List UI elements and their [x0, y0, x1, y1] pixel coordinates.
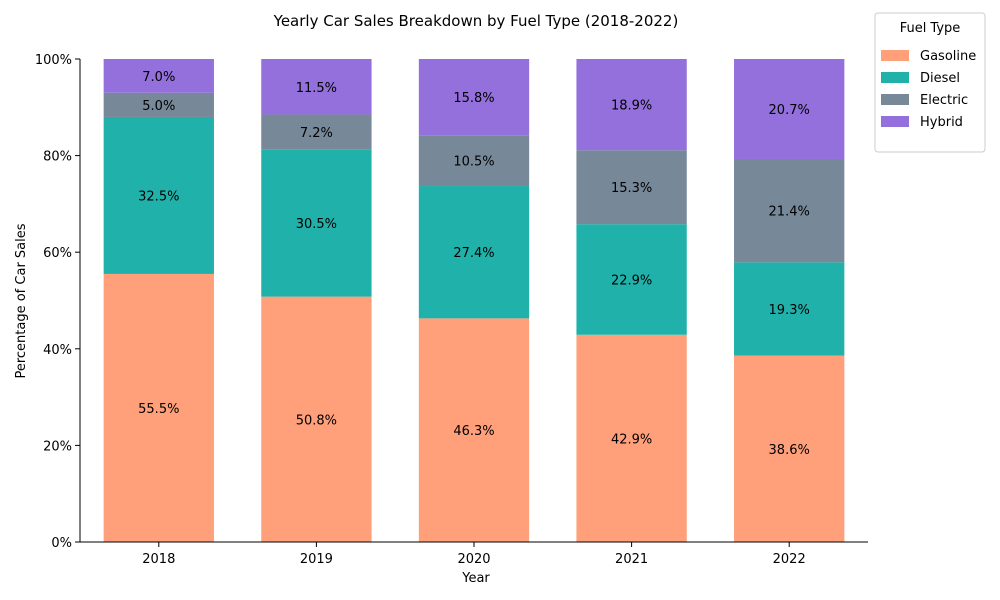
x-axis-label: Year — [461, 571, 490, 586]
legend-swatch-hybrid — [881, 116, 909, 127]
data-label-diesel-2021: 22.9% — [611, 273, 652, 288]
y-tick-label: 0% — [51, 536, 72, 551]
data-label-gasoline-2020: 46.3% — [453, 424, 494, 439]
bar-electric-2022 — [734, 158, 845, 263]
bar-hybrid-2021 — [576, 59, 687, 151]
legend-title: Fuel Type — [900, 21, 961, 36]
y-axis-label: Percentage of Car Sales — [14, 223, 29, 378]
y-tick-label: 100% — [35, 53, 72, 68]
x-tick-label: 2018 — [142, 552, 175, 567]
legend-swatch-diesel — [881, 72, 909, 83]
bar-diesel-2018 — [103, 116, 214, 274]
bar-hybrid-2018 — [103, 59, 214, 93]
data-label-electric-2020: 10.5% — [453, 155, 494, 170]
bar-hybrid-2022 — [734, 59, 845, 159]
y-tick-label: 20% — [43, 439, 72, 454]
legend-swatch-gasoline — [881, 50, 909, 61]
data-label-diesel-2020: 27.4% — [453, 246, 494, 261]
bar-gasoline-2018 — [103, 273, 214, 542]
bar-diesel-2019 — [261, 149, 372, 297]
data-label-electric-2022: 21.4% — [769, 205, 810, 220]
y-tick-label: 80% — [43, 150, 72, 165]
bar-diesel-2020 — [418, 186, 530, 319]
data-label-electric-2019: 7.2% — [300, 126, 333, 141]
legend-label-diesel: Diesel — [920, 71, 960, 86]
data-label-hybrid-2020: 15.8% — [453, 91, 494, 106]
data-label-gasoline-2021: 42.9% — [611, 432, 652, 447]
x-tick-label: 2022 — [773, 552, 806, 567]
y-tick-label: 60% — [43, 246, 72, 261]
legend-label-gasoline: Gasoline — [920, 49, 976, 64]
data-label-electric-2018: 5.0% — [142, 99, 175, 114]
legend-label-electric: Electric — [920, 93, 968, 108]
data-label-hybrid-2021: 18.9% — [611, 99, 652, 114]
data-label-diesel-2018: 32.5% — [138, 189, 179, 204]
bar-gasoline-2021 — [576, 334, 687, 542]
axes-group: 0% 20% 40% 60% 80% 100% 2018 2019 2020 2021 2022 — [35, 53, 868, 567]
legend-swatch-electric — [881, 94, 909, 105]
data-label-electric-2021: 15.3% — [611, 181, 652, 196]
x-tick-label: 2020 — [457, 552, 490, 567]
data-label-hybrid-2019: 11.5% — [296, 81, 337, 96]
bar-labels-group: 55.5% 32.5% 5.0% 7.0% 50.8% 30.5% 7.2% 11.5% 46.… — [138, 70, 810, 458]
data-label-hybrid-2022: 20.7% — [769, 103, 810, 118]
bar-gasoline-2020 — [418, 318, 530, 542]
x-tick-label: 2019 — [300, 552, 333, 567]
bar-electric-2019 — [261, 114, 372, 150]
data-label-gasoline-2019: 50.8% — [296, 413, 337, 428]
data-label-gasoline-2018: 55.5% — [138, 402, 179, 417]
bar-electric-2018 — [103, 92, 214, 117]
bar-hybrid-2020 — [418, 59, 530, 136]
data-label-diesel-2022: 19.3% — [769, 303, 810, 318]
bar-hybrid-2019 — [261, 59, 372, 115]
y-tick-label: 40% — [43, 343, 72, 358]
bar-electric-2020 — [418, 135, 530, 187]
legend: Fuel Type Gasoline Diesel Electric Hybrid — [874, 12, 986, 153]
chart-title: Yearly Car Sales Breakdown by Fuel Type … — [273, 12, 679, 30]
x-tick-label: 2021 — [615, 552, 648, 567]
bar-diesel-2022 — [734, 262, 845, 356]
legend-label-hybrid: Hybrid — [920, 115, 963, 130]
data-label-hybrid-2018: 7.0% — [142, 70, 175, 85]
bar-gasoline-2019 — [261, 296, 372, 542]
data-label-diesel-2019: 30.5% — [296, 217, 337, 232]
bars-group — [103, 59, 845, 542]
data-label-gasoline-2022: 38.6% — [769, 443, 810, 458]
bar-electric-2021 — [576, 150, 687, 225]
bar-gasoline-2022 — [734, 355, 845, 542]
bar-diesel-2021 — [576, 224, 687, 335]
